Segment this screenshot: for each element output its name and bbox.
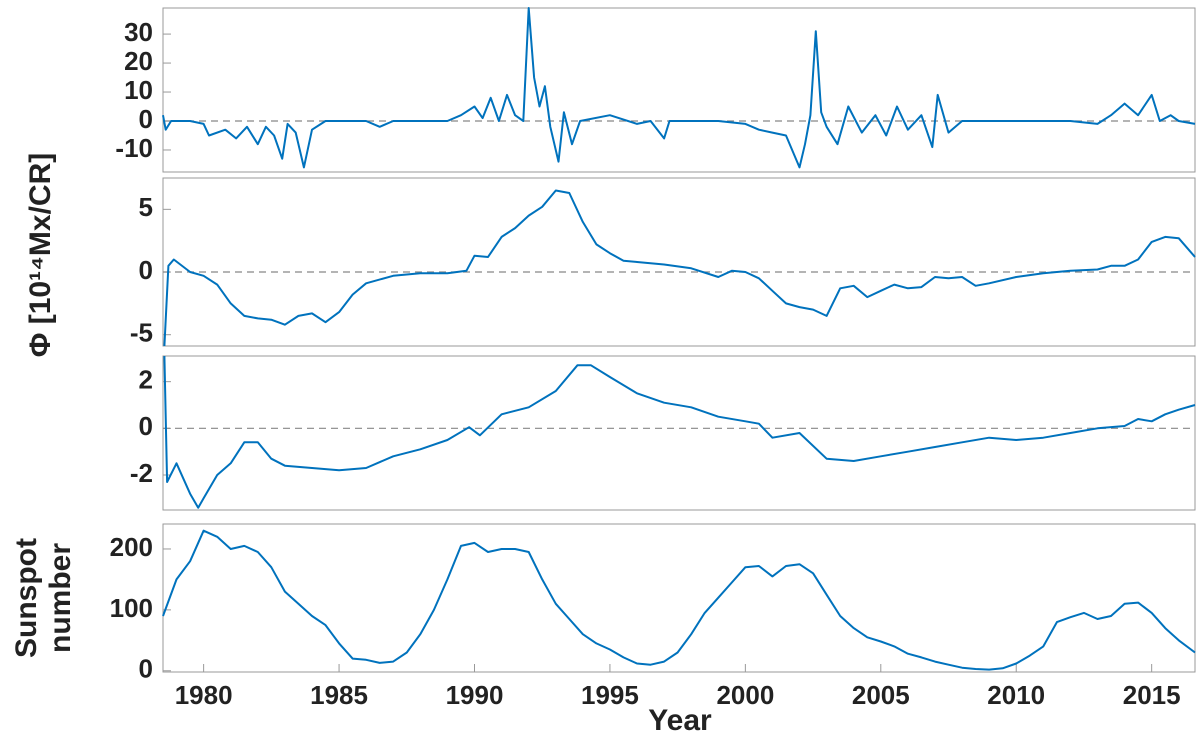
x-tick-label: 1985 <box>310 680 368 710</box>
y-tick-label: 20 <box>124 46 153 76</box>
y-tick-label: 0 <box>139 104 153 134</box>
data-line <box>163 189 1196 347</box>
x-tick-label: 1980 <box>175 680 233 710</box>
x-tick-label: 1990 <box>446 680 504 710</box>
y-tick-label: -5 <box>130 318 153 348</box>
y-axis-title: Φ [10¹⁴Mx/CR] <box>24 153 57 357</box>
y-axis-title: Sunspot <box>10 538 43 658</box>
panel-frame <box>162 523 1196 673</box>
x-tick-label: 2010 <box>987 680 1045 710</box>
x-tick-label: 2005 <box>852 680 910 710</box>
y-tick-label: 10 <box>124 75 153 105</box>
y-tick-label: 200 <box>110 532 153 562</box>
y-axis-title: number <box>44 543 77 653</box>
y-tick-label: 5 <box>139 192 153 222</box>
y-tick-label: 0 <box>139 255 153 285</box>
y-tick-label: -2 <box>130 458 153 488</box>
y-tick-label: 0 <box>139 654 153 684</box>
panel-frame <box>162 7 1196 173</box>
x-tick-label: 1995 <box>581 680 639 710</box>
y-tick-label: 2 <box>139 365 153 395</box>
x-tick-label: 2000 <box>716 680 774 710</box>
data-line <box>162 529 1196 671</box>
y-tick-label: 30 <box>124 17 153 47</box>
panel-frame <box>162 355 1196 511</box>
y-tick-label: 100 <box>110 593 153 623</box>
y-tick-label: -10 <box>115 133 153 163</box>
data-line <box>163 355 1196 509</box>
panel-frame <box>162 177 1196 347</box>
x-axis-title: Year <box>648 704 712 734</box>
x-tick-label: 2015 <box>1123 680 1181 710</box>
y-tick-label: 0 <box>139 411 153 441</box>
data-line <box>162 7 1196 169</box>
